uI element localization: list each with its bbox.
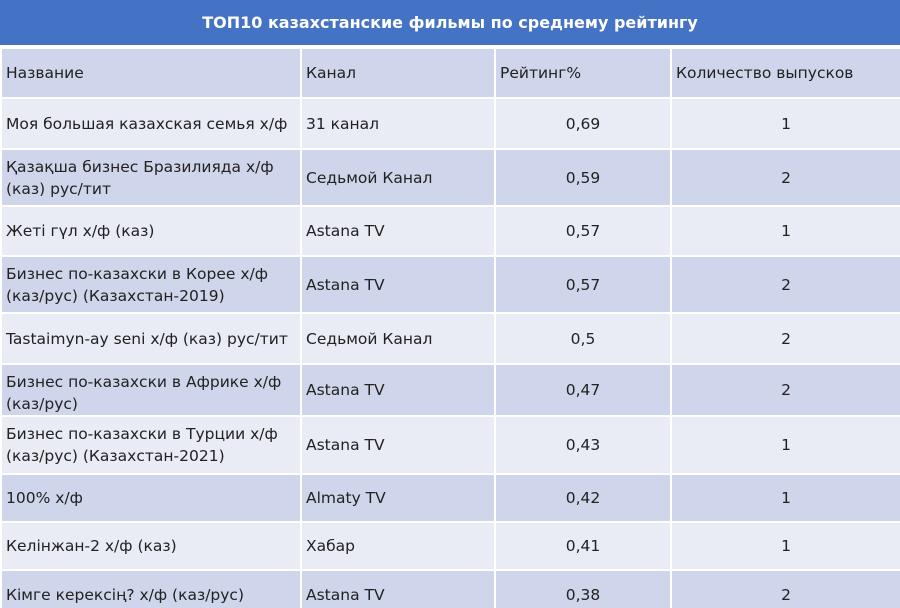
ratings-table: Название Канал Рейтинг% Количество выпус… bbox=[0, 47, 900, 608]
cell-name: Жеті гүл х/ф (каз) bbox=[0, 205, 302, 257]
cell-name: Tastaimyn-ay seni х/ф (каз) рус/тит bbox=[0, 312, 302, 365]
cell-episodes: 2 bbox=[670, 569, 900, 608]
cell-rating: 0,69 bbox=[494, 97, 672, 150]
cell-channel: Седьмой Канал bbox=[300, 148, 496, 207]
cell-name: Келінжан-2 х/ф (каз) bbox=[0, 521, 302, 571]
cell-channel: Astana TV bbox=[300, 569, 496, 608]
cell-rating: 0,57 bbox=[494, 255, 672, 314]
cell-name: Бизнес по-казахски в Корее х/ф (каз/рус)… bbox=[0, 255, 302, 314]
cell-name: Қазақша бизнес Бразилияда х/ф (каз) рус/… bbox=[0, 148, 302, 207]
cell-name: Бизнес по-казахски в Турции х/ф (каз/рус… bbox=[0, 415, 302, 475]
cell-episodes: 2 bbox=[670, 255, 900, 314]
cell-rating: 0,59 bbox=[494, 148, 672, 207]
table-title: ТОП10 казахстанские фильмы по среднему р… bbox=[0, 0, 900, 47]
cell-rating: 0,57 bbox=[494, 205, 672, 257]
cell-channel: Astana TV bbox=[300, 205, 496, 257]
table-row: Жеті гүл х/ф (каз) Astana TV 0,57 1 bbox=[0, 205, 900, 257]
cell-channel: Astana TV bbox=[300, 363, 496, 417]
table-row: Кімге керексің? х/ф (каз/рус) Astana TV … bbox=[0, 569, 900, 608]
table-row: 100% х/ф Almaty TV 0,42 1 bbox=[0, 473, 900, 523]
cell-channel: Astana TV bbox=[300, 415, 496, 475]
header-row: Название Канал Рейтинг% Количество выпус… bbox=[0, 47, 900, 99]
cell-episodes: 1 bbox=[670, 415, 900, 475]
cell-rating: 0,43 bbox=[494, 415, 672, 475]
cell-name: Кімге керексің? х/ф (каз/рус) bbox=[0, 569, 302, 608]
header-channel: Канал bbox=[300, 47, 496, 99]
header-rating: Рейтинг% bbox=[494, 47, 672, 99]
header-episodes: Количество выпусков bbox=[670, 47, 900, 99]
cell-episodes: 1 bbox=[670, 521, 900, 571]
cell-channel: Седьмой Канал bbox=[300, 312, 496, 365]
cell-channel: Хабар bbox=[300, 521, 496, 571]
cell-episodes: 1 bbox=[670, 473, 900, 523]
cell-channel: Astana TV bbox=[300, 255, 496, 314]
cell-rating: 0,47 bbox=[494, 363, 672, 417]
cell-episodes: 1 bbox=[670, 97, 900, 150]
table-row: Tastaimyn-ay seni х/ф (каз) рус/тит Седь… bbox=[0, 312, 900, 365]
cell-episodes: 2 bbox=[670, 148, 900, 207]
cell-name: Бизнес по-казахски в Африке х/ф (каз/рус… bbox=[0, 363, 302, 417]
cell-name: 100% х/ф bbox=[0, 473, 302, 523]
cell-name: Моя большая казахская семья х/ф bbox=[0, 97, 302, 150]
table-row: Бизнес по-казахски в Корее х/ф (каз/рус)… bbox=[0, 255, 900, 314]
cell-episodes: 2 bbox=[670, 363, 900, 417]
table-row: Қазақша бизнес Бразилияда х/ф (каз) рус/… bbox=[0, 148, 900, 207]
table-row: Моя большая казахская семья х/ф 31 канал… bbox=[0, 97, 900, 150]
cell-channel: 31 канал bbox=[300, 97, 496, 150]
cell-rating: 0,5 bbox=[494, 312, 672, 365]
cell-rating: 0,38 bbox=[494, 569, 672, 608]
cell-rating: 0,42 bbox=[494, 473, 672, 523]
cell-rating: 0,41 bbox=[494, 521, 672, 571]
cell-channel: Almaty TV bbox=[300, 473, 496, 523]
cell-episodes: 2 bbox=[670, 312, 900, 365]
table-row: Келінжан-2 х/ф (каз) Хабар 0,41 1 bbox=[0, 521, 900, 571]
table-row: Бизнес по-казахски в Африке х/ф (каз/рус… bbox=[0, 363, 900, 417]
header-name: Название bbox=[0, 47, 302, 99]
table-row: Бизнес по-казахски в Турции х/ф (каз/рус… bbox=[0, 415, 900, 475]
cell-episodes: 1 bbox=[670, 205, 900, 257]
